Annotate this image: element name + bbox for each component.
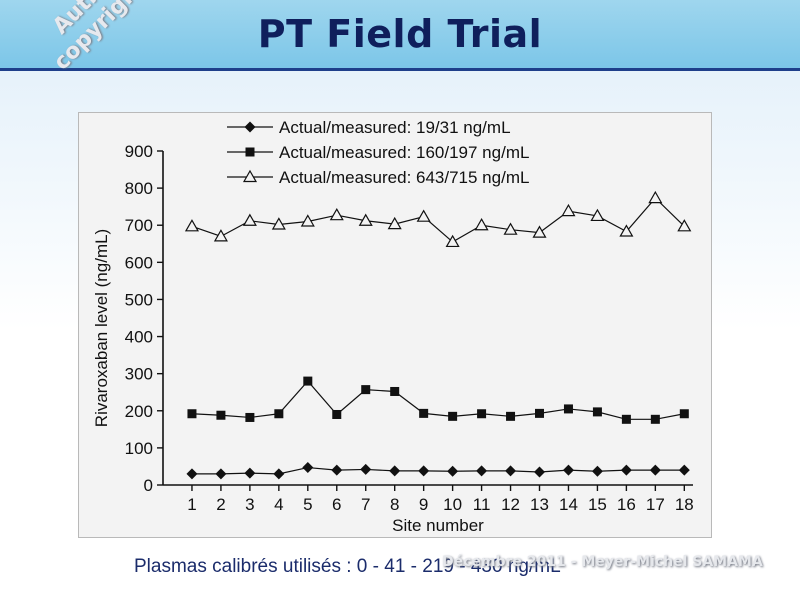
data-point-series-3 — [184, 219, 199, 232]
x-tick-label: 1 — [187, 495, 196, 514]
data-point-series-1 — [505, 465, 517, 477]
x-tick-label: 14 — [559, 495, 578, 514]
data-point-series-1 — [302, 462, 314, 474]
data-point-series-2 — [563, 404, 573, 414]
data-point-series-2 — [303, 376, 313, 386]
y-tick-label: 600 — [125, 253, 153, 272]
data-point-series-3 — [300, 214, 315, 227]
x-tick-label: 7 — [361, 495, 370, 514]
data-point-series-2 — [650, 414, 660, 424]
data-point-series-2 — [506, 411, 516, 421]
x-tick-label: 18 — [675, 495, 694, 514]
x-tick-label: 16 — [617, 495, 636, 514]
author-credit: Décembre 2011 - Meyer-Michel SAMAMA — [442, 554, 763, 570]
data-point-series-3 — [445, 234, 460, 248]
x-tick-label: 13 — [530, 495, 549, 514]
data-point-series-1 — [331, 464, 343, 476]
data-point-series-3 — [213, 229, 228, 242]
y-tick-label: 500 — [125, 290, 153, 309]
data-point-series-2 — [592, 407, 602, 417]
y-tick-label: 700 — [125, 216, 153, 235]
data-point-series-3 — [474, 218, 489, 231]
page-title: PT Field Trial — [257, 12, 543, 56]
x-tick-label: 10 — [443, 495, 462, 514]
y-tick-label: 300 — [125, 365, 153, 384]
data-point-series-1 — [591, 465, 603, 477]
data-point-series-3 — [242, 213, 257, 226]
data-point-series-1 — [389, 465, 401, 477]
legend-marker — [245, 147, 255, 157]
data-point-series-1 — [215, 468, 227, 480]
y-tick-label: 400 — [125, 328, 153, 347]
x-tick-label: 6 — [332, 495, 341, 514]
x-tick-label: 2 — [216, 495, 225, 514]
x-tick-label: 12 — [501, 495, 520, 514]
x-tick-label: 9 — [419, 495, 428, 514]
data-point-series-2 — [274, 409, 284, 419]
x-tick-label: 8 — [390, 495, 399, 514]
legend-marker — [244, 121, 256, 133]
data-point-series-3 — [590, 208, 605, 222]
data-point-series-2 — [448, 411, 458, 421]
series-line-2 — [191, 380, 685, 420]
x-tick-label: 15 — [588, 495, 607, 514]
data-point-series-3 — [619, 224, 634, 237]
data-point-series-1 — [649, 464, 661, 476]
data-point-series-2 — [621, 414, 631, 424]
data-point-series-3 — [532, 225, 547, 238]
data-point-series-2 — [390, 386, 400, 396]
chart-panel: 0 100 200 300 400 500 600 700 800 900 1 2 3 4 5 6 7 8 9 10 1… — [78, 112, 712, 538]
data-point-series-3 — [271, 217, 286, 230]
data-point-series-3 — [329, 207, 344, 221]
data-point-series-3 — [358, 213, 373, 226]
data-point-series-3 — [416, 209, 431, 222]
legend-entry: Actual/measured: 19/31 ng/mL — [279, 118, 511, 137]
data-point-series-1 — [678, 464, 690, 476]
data-point-series-2 — [679, 409, 689, 419]
data-point-series-3 — [387, 216, 402, 230]
y-tick-label: 900 — [125, 142, 153, 161]
legend-entry: Actual/measured: 643/715 ng/mL — [279, 168, 529, 187]
data-point-series-1 — [562, 464, 574, 476]
data-point-series-2 — [332, 409, 342, 419]
data-point-series-1 — [360, 463, 372, 475]
series-line-3 — [191, 197, 685, 243]
series-line-1 — [191, 466, 685, 475]
data-point-series-1 — [418, 465, 430, 477]
data-point-series-2 — [361, 385, 371, 395]
x-tick-label: 3 — [245, 495, 254, 514]
data-point-series-2 — [535, 408, 545, 418]
data-point-series-1 — [620, 464, 632, 476]
y-tick-label: 0 — [144, 476, 153, 495]
data-point-series-2 — [419, 408, 429, 418]
legend-entry: Actual/measured: 160/197 ng/mL — [279, 143, 529, 162]
x-tick-label: 5 — [303, 495, 312, 514]
y-tick-label: 800 — [125, 179, 153, 198]
data-point-series-1 — [244, 467, 256, 479]
x-tick-label: 11 — [473, 495, 491, 514]
data-point-series-2 — [216, 410, 226, 420]
data-point-series-1 — [447, 465, 459, 477]
legend-marker — [242, 169, 258, 183]
data-point-series-3 — [677, 219, 692, 232]
data-point-series-2 — [477, 409, 487, 419]
data-point-series-3 — [561, 203, 576, 217]
data-point-series-3 — [648, 190, 663, 204]
x-tick-label: 17 — [646, 495, 665, 514]
y-axis-label: Rivaroxaban level (ng/mL) — [92, 229, 111, 427]
data-point-series-1 — [273, 468, 285, 480]
data-point-series-1 — [186, 468, 198, 480]
data-point-series-1 — [476, 465, 488, 477]
y-tick-label: 200 — [125, 402, 153, 421]
y-tick-label: 100 — [125, 439, 153, 458]
x-axis-label: Site number — [392, 516, 484, 535]
data-point-series-1 — [534, 466, 546, 478]
data-point-series-3 — [503, 222, 518, 235]
title-banner — [0, 0, 800, 71]
calibration-note: Plasmas calibrés utilisés : 0 - 41 - 219… — [134, 556, 561, 577]
data-point-series-2 — [187, 409, 197, 419]
x-tick-label: 4 — [274, 495, 283, 514]
data-point-series-2 — [245, 412, 255, 422]
